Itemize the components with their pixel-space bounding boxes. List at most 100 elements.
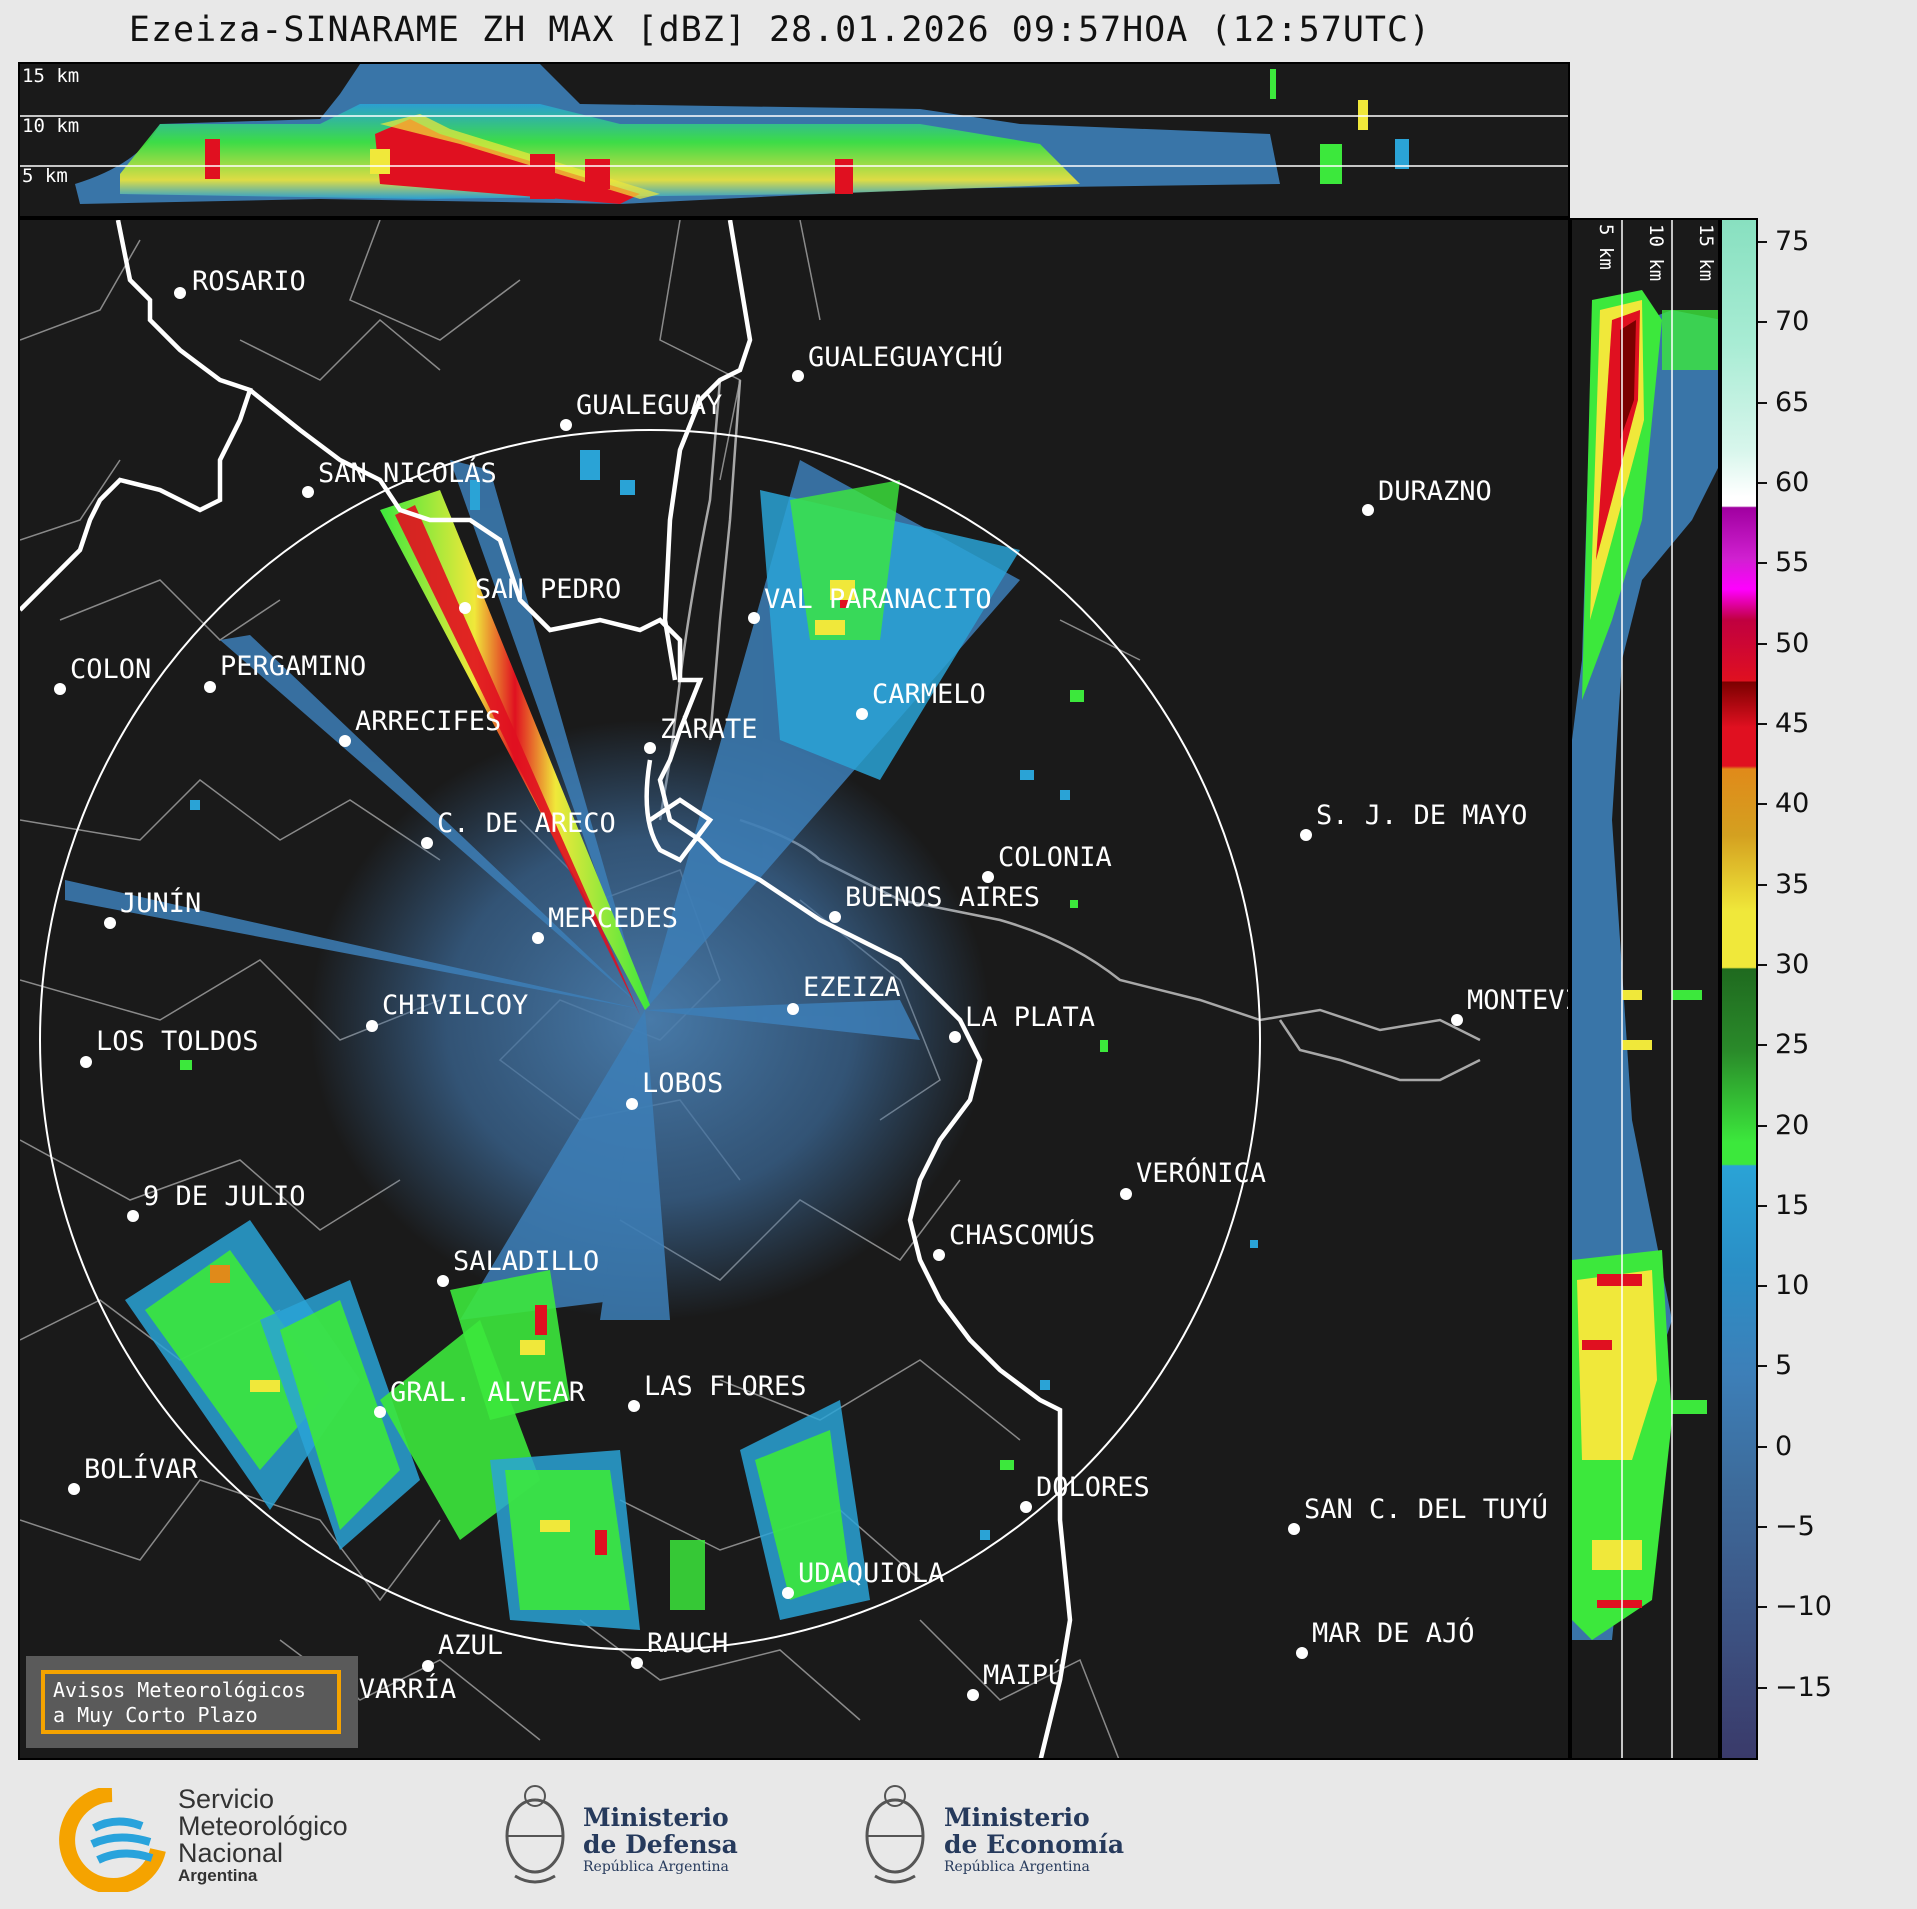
city-val-paranacito: VAL PARANACITO [748,584,992,624]
city-colonia: COLONIA [982,842,1112,883]
top-height-label-10: 10 km [22,115,79,137]
city-mar-de-ajo: MAR DE AJÓ [1296,1617,1475,1659]
svg-text:BOLÍVAR: BOLÍVAR [84,1453,199,1485]
svg-text:ROSARIO: ROSARIO [192,266,306,297]
svg-text:MERCEDES: MERCEDES [548,903,678,934]
radar-ground-clutter [310,720,990,1320]
defensa-text-3: República Argentina [583,1859,729,1875]
smn-text-3: Nacional [178,1838,284,1868]
side-cross-section-plot: 5 km 10 km 15 km [1572,220,1718,1758]
city-montevideo: MONTEVIDEO [1451,985,1568,1026]
colorbar-tick-mark [1758,321,1767,324]
colorbar-tick-label: 65 [1775,386,1810,418]
radar-range-ring [39,429,1261,1651]
city-junin: JUNÍN [104,887,201,929]
colorbar-tick-mark [1758,1526,1767,1529]
svg-text:GUALEGUAY: GUALEGUAY [576,390,722,421]
side-height-label-5: 5 km [1595,224,1617,270]
colorbar-tick-label: 5 [1775,1350,1793,1382]
colorbar-tick-mark [1758,1445,1767,1448]
dbz-colorbar [1720,218,1758,1760]
svg-text:COLON: COLON [70,654,151,685]
svg-text:AZUL: AZUL [438,1630,503,1661]
top-height-label-5: 5 km [22,165,68,187]
city-arrecifes: ARRECIFES [339,706,501,747]
colorbar-tick-mark [1758,722,1767,725]
city-las-flores: LAS FLORES [628,1371,807,1412]
svg-text:ARRECIFES: ARRECIFES [355,706,501,737]
colorbar-tick-label: 20 [1775,1109,1810,1141]
city-los-toldos: LOS TOLDOS [80,1026,259,1068]
colorbar-tick-mark [1758,401,1767,404]
svg-text:C. DE ARECO: C. DE ARECO [437,808,616,839]
colorbar-tick-label: 15 [1775,1189,1810,1221]
colorbar-tick-label: 10 [1775,1270,1810,1302]
colorbar-tick-label: 35 [1775,868,1810,900]
warnings-line-1: Avisos Meteorológicos [53,1678,306,1702]
colorbar-tick-mark [1758,241,1767,244]
svg-text:CARMELO: CARMELO [872,679,986,710]
radar-map-panel[interactable]: ROSARIO GUALEGUAYCHÚ GUALEGUAY SAN NICOL… [18,218,1570,1760]
colorbar-tick-mark [1758,1365,1767,1368]
svg-text:VAL PARANACITO: VAL PARANACITO [764,584,992,615]
city-san-nicolas: SAN NICOLÁS [302,457,497,498]
city-rauch: RAUCH [631,1628,728,1669]
colorbar-tick-mark [1758,1204,1767,1207]
colorbar-tick-label: −15 [1775,1671,1832,1703]
svg-text:DOLORES: DOLORES [1036,1472,1150,1503]
smn-text-1: Servicio [178,1784,275,1814]
svg-text:UDAQUIOLA: UDAQUIOLA [798,1558,944,1589]
svg-text:CHASCOMÚS: CHASCOMÚS [949,1219,1095,1251]
svg-text:RAUCH: RAUCH [647,1628,728,1659]
top-height-label-15: 15 km [22,65,79,87]
economia-text-2: de Economía [944,1830,1125,1859]
svg-text:LAS FLORES: LAS FLORES [644,1371,807,1402]
svg-text:DURAZNO: DURAZNO [1378,476,1492,507]
svg-text:S. J. DE MAYO: S. J. DE MAYO [1316,800,1527,831]
footer-logos: Servicio Meteorológico Nacional Argentin… [0,1760,1917,1909]
smn-text-2: Meteorológico [178,1811,348,1841]
smn-logo-icon [59,1786,166,1894]
city-pergamino: PERGAMINO [204,651,366,693]
colorbar-tick-label: 45 [1775,707,1810,739]
city-saladillo: SALADILLO [437,1246,599,1287]
colorbar-tick-mark [1758,1044,1767,1047]
city-azul: AZUL [422,1630,503,1672]
city-c-de-areco: C. DE ARECO [421,808,616,849]
city-gualeguaychu: GUALEGUAYCHÚ [792,341,1003,382]
svg-text:BUENOS AIRES: BUENOS AIRES [845,882,1040,913]
radar-echoes [65,450,1258,1630]
defensa-text-2: de Defensa [583,1830,738,1859]
svg-text:GUALEGUAYCHÚ: GUALEGUAYCHÚ [808,341,1003,373]
colorbar-tick-mark [1758,803,1767,806]
colorbar-tick-mark [1758,482,1767,485]
top-cross-section-plot: 15 km 10 km 5 km [20,64,1568,204]
map-title: Ezeiza-SINARAME ZH MAX [dBZ] 28.01.2026 … [128,10,1432,50]
svg-text:SAN NICOLÁS: SAN NICOLÁS [318,457,497,489]
short-term-warnings-box[interactable]: Avisos Meteorológicos a Muy Corto Plazo [26,1656,358,1748]
city-la-plata: LA PLATA [949,1002,1095,1043]
colorbar-tick-label: 40 [1775,788,1810,820]
colorbar-tick-label: 25 [1775,1029,1810,1061]
colorbar-tick-mark [1758,1686,1767,1689]
colorbar-tick-mark [1758,1606,1767,1609]
radar-map: ROSARIO GUALEGUAYCHÚ GUALEGUAY SAN NICOL… [20,220,1568,1758]
colorbar-tick-label: −5 [1775,1511,1815,1543]
city-chascomus: CHASCOMÚS [933,1219,1095,1261]
city-ezeiza: EZEIZA [787,972,901,1015]
svg-text:SAN PEDRO: SAN PEDRO [475,574,621,605]
city-mercedes: MERCEDES [532,903,678,944]
city-san-c-del-tuyu: SAN C. DEL TUYÚ [1288,1493,1548,1535]
svg-text:SAN C. DEL TUYÚ: SAN C. DEL TUYÚ [1304,1493,1548,1525]
smn-logo [58,1786,166,1894]
svg-text:PERGAMINO: PERGAMINO [220,651,366,682]
city-sj-de-mayo: S. J. DE MAYO [1300,800,1527,841]
economia-text-1: Ministerio [944,1803,1090,1832]
colorbar-tick-mark [1758,642,1767,645]
colorbar-tick-mark [1758,883,1767,886]
svg-text:SALADILLO: SALADILLO [453,1246,599,1277]
defensa-text-1: Ministerio [583,1803,729,1832]
svg-text:VERÓNICA: VERÓNICA [1136,1157,1266,1189]
colorbar-tick-mark [1758,1124,1767,1127]
colorbar-tick-label: 50 [1775,627,1810,659]
